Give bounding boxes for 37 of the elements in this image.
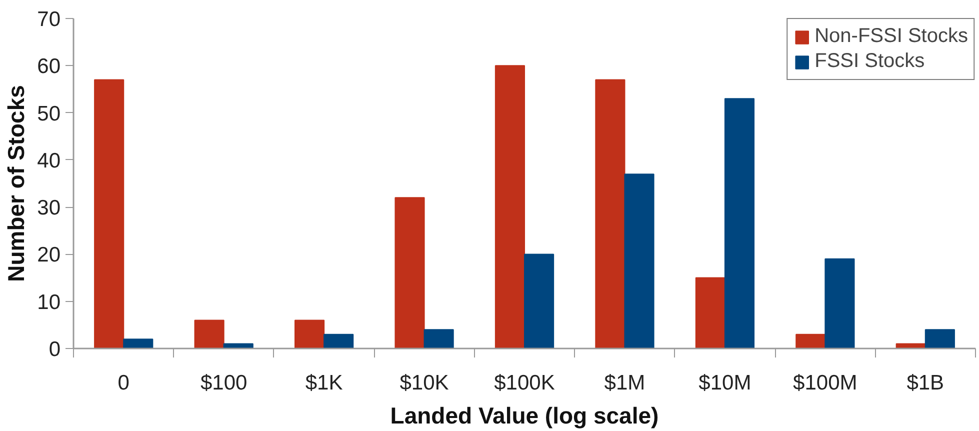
bar bbox=[796, 334, 826, 348]
bar bbox=[724, 98, 755, 348]
bar bbox=[394, 197, 425, 348]
x-tick-label: $100M bbox=[793, 372, 858, 394]
bar bbox=[294, 320, 325, 348]
x-tick-label: 0 bbox=[118, 372, 130, 394]
bar bbox=[595, 79, 626, 348]
x-axis-title: Landed Value (log scale) bbox=[390, 402, 659, 428]
y-tick-label: 40 bbox=[37, 149, 60, 172]
y-tick-label: 10 bbox=[37, 290, 60, 314]
x-tick-label: $100K bbox=[494, 372, 555, 394]
x-tick-label: $1B bbox=[906, 372, 944, 394]
bar bbox=[695, 277, 726, 348]
bar bbox=[494, 65, 525, 348]
y-tick-label: 50 bbox=[37, 102, 60, 126]
bar bbox=[94, 79, 124, 348]
y-axis-title: Number of Stocks bbox=[3, 85, 30, 282]
bar bbox=[924, 329, 955, 348]
bar bbox=[194, 320, 224, 348]
bar bbox=[424, 329, 454, 348]
bar bbox=[324, 334, 354, 348]
bar bbox=[624, 174, 654, 348]
y-tick-label: 0 bbox=[48, 338, 61, 361]
y-tick-label: 30 bbox=[37, 196, 60, 220]
x-tick-label: $10M bbox=[698, 372, 752, 394]
x-tick-label: $1K bbox=[305, 372, 343, 394]
legend-label: Non-FSSI Stocks bbox=[814, 25, 968, 48]
y-tick-label: 60 bbox=[37, 55, 60, 78]
y-tick-label: 70 bbox=[37, 8, 60, 31]
x-tick-label: $100 bbox=[200, 372, 248, 394]
bar bbox=[524, 254, 554, 348]
x-tick-label: $10K bbox=[400, 372, 449, 394]
bar bbox=[123, 338, 154, 348]
bar bbox=[824, 258, 855, 348]
x-tick-label: $1M bbox=[604, 372, 646, 394]
y-tick-label: 20 bbox=[37, 244, 60, 267]
legend-label: FSSI Stocks bbox=[814, 50, 925, 73]
